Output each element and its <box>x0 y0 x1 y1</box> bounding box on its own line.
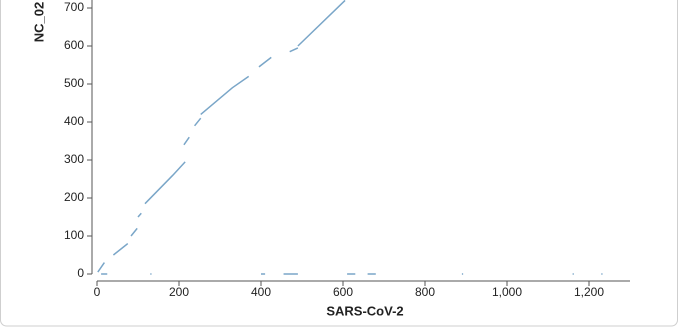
y-tick-label: 400 <box>64 114 84 128</box>
x-tick-label: 600 <box>333 285 353 299</box>
y-tick-label: 0 <box>77 266 84 280</box>
x-tick-label: 200 <box>169 285 189 299</box>
x-tick-label: 400 <box>251 285 271 299</box>
x-tick-label: 1,200 <box>574 285 604 299</box>
dot-plot-line <box>97 0 603 275</box>
y-tick-label: 700 <box>64 0 84 14</box>
y-tick-label: 200 <box>64 190 84 204</box>
y-axis-title: NC_02 <box>31 2 46 42</box>
y-tick-label: 600 <box>64 38 84 52</box>
x-axis-title: SARS-CoV-2 <box>326 303 403 318</box>
y-tick-label: 300 <box>64 152 84 166</box>
x-tick-label: 800 <box>415 285 435 299</box>
x-tick-label: 0 <box>94 285 101 299</box>
y-tick-label: 500 <box>64 76 84 90</box>
y-tick-label: 100 <box>64 228 84 242</box>
x-tick-label: 1,000 <box>492 285 522 299</box>
